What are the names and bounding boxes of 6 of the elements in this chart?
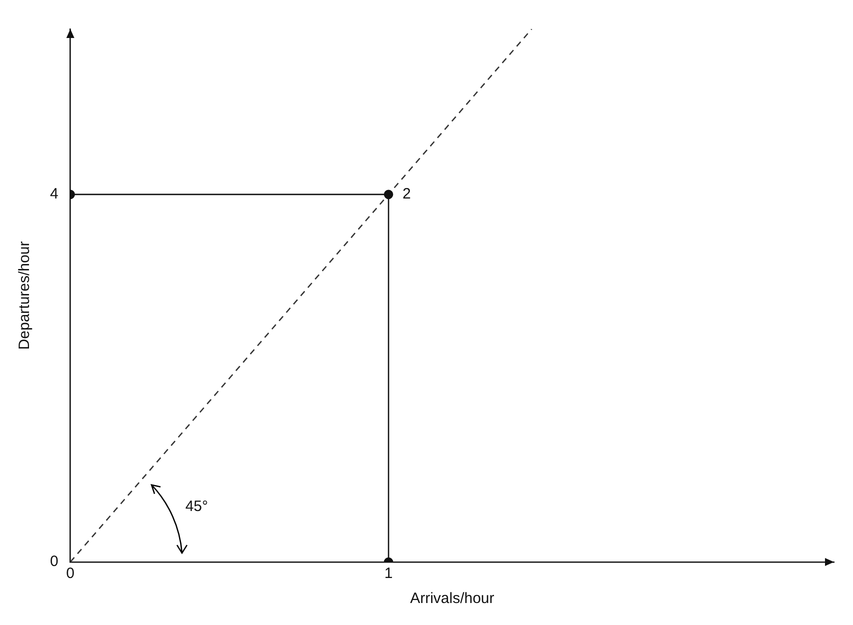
- x-axis-title: Arrivals/hour: [410, 590, 494, 608]
- x-tick-label: 1: [384, 565, 393, 582]
- y-tick-label: 4: [50, 186, 58, 203]
- annotation: 2: [402, 186, 411, 203]
- y-axis-title: Departures/hour: [16, 241, 34, 350]
- annotation: 45°: [185, 498, 208, 516]
